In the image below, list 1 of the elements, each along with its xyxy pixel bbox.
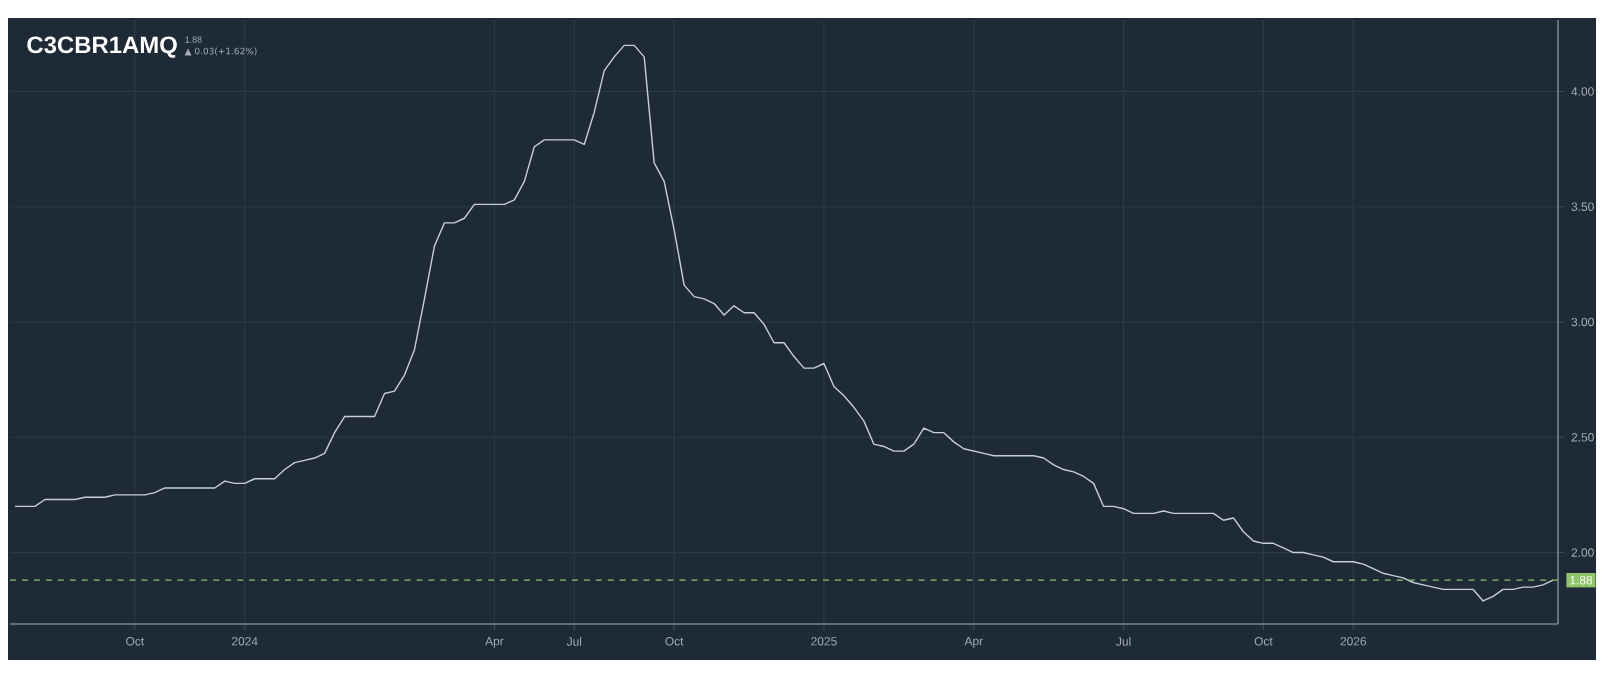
- text: C3CBR1AMQ: [27, 36, 177, 58]
